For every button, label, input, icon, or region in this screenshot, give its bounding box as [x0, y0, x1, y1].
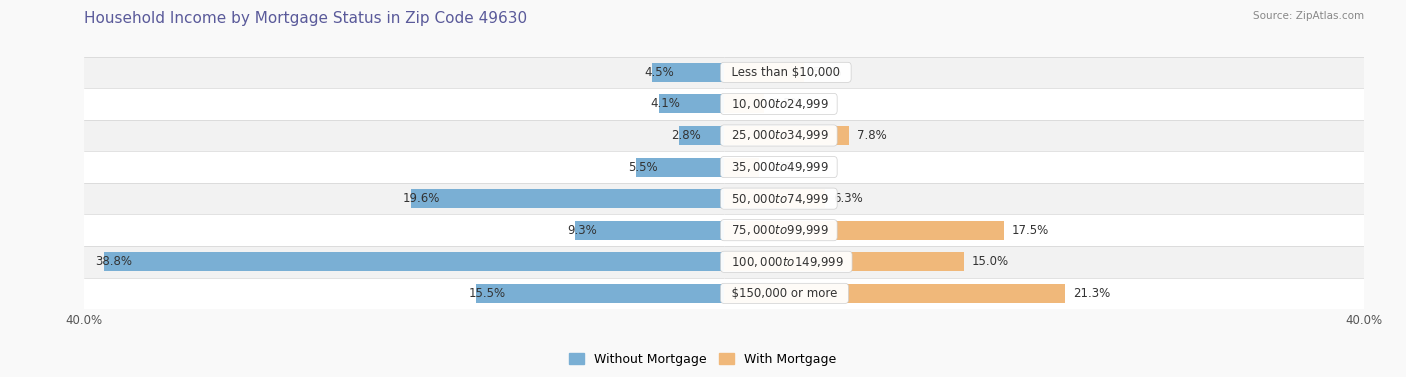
- Text: $25,000 to $34,999: $25,000 to $34,999: [724, 129, 834, 143]
- Bar: [724, 126, 849, 145]
- Text: Less than $10,000: Less than $10,000: [724, 66, 848, 79]
- Bar: [724, 158, 759, 176]
- Bar: [724, 57, 1364, 88]
- Bar: [575, 221, 724, 240]
- Bar: [724, 246, 1364, 277]
- Bar: [724, 189, 825, 208]
- Bar: [84, 88, 724, 120]
- Text: 9.3%: 9.3%: [568, 224, 598, 237]
- Bar: [724, 95, 763, 113]
- Bar: [84, 246, 724, 277]
- Text: 19.6%: 19.6%: [402, 192, 440, 205]
- Bar: [679, 126, 724, 145]
- Text: $50,000 to $74,999: $50,000 to $74,999: [724, 192, 834, 205]
- Text: 15.0%: 15.0%: [972, 255, 1010, 268]
- Bar: [724, 63, 804, 82]
- Bar: [724, 221, 1004, 240]
- Bar: [658, 95, 724, 113]
- Bar: [724, 151, 1364, 183]
- Bar: [84, 57, 724, 88]
- Bar: [724, 252, 965, 271]
- Text: 4.1%: 4.1%: [651, 97, 681, 110]
- Bar: [724, 120, 1364, 151]
- Text: Household Income by Mortgage Status in Zip Code 49630: Household Income by Mortgage Status in Z…: [84, 11, 527, 26]
- Text: 5.0%: 5.0%: [813, 66, 842, 79]
- Text: 15.5%: 15.5%: [468, 287, 505, 300]
- Bar: [104, 252, 724, 271]
- Text: $150,000 or more: $150,000 or more: [724, 287, 845, 300]
- Bar: [84, 151, 724, 183]
- Text: $10,000 to $24,999: $10,000 to $24,999: [724, 97, 834, 111]
- Bar: [724, 88, 1364, 120]
- Bar: [636, 158, 724, 176]
- Bar: [724, 277, 1364, 309]
- Bar: [724, 183, 1364, 215]
- Text: 4.5%: 4.5%: [644, 66, 673, 79]
- Bar: [411, 189, 724, 208]
- Bar: [84, 183, 724, 215]
- Bar: [84, 215, 724, 246]
- Text: 6.3%: 6.3%: [832, 192, 863, 205]
- Text: 17.5%: 17.5%: [1012, 224, 1049, 237]
- Text: 21.3%: 21.3%: [1073, 287, 1109, 300]
- Text: 2.5%: 2.5%: [772, 97, 801, 110]
- Bar: [84, 277, 724, 309]
- Bar: [477, 284, 724, 303]
- Text: 7.8%: 7.8%: [856, 129, 887, 142]
- Text: 5.5%: 5.5%: [628, 161, 658, 173]
- Bar: [652, 63, 724, 82]
- Text: Source: ZipAtlas.com: Source: ZipAtlas.com: [1253, 11, 1364, 21]
- Legend: Without Mortgage, With Mortgage: Without Mortgage, With Mortgage: [564, 348, 842, 371]
- Bar: [84, 120, 724, 151]
- Text: $35,000 to $49,999: $35,000 to $49,999: [724, 160, 834, 174]
- Text: 2.8%: 2.8%: [671, 129, 702, 142]
- Bar: [724, 284, 1064, 303]
- Text: $75,000 to $99,999: $75,000 to $99,999: [724, 223, 834, 237]
- Text: $100,000 to $149,999: $100,000 to $149,999: [724, 255, 849, 269]
- Text: 38.8%: 38.8%: [96, 255, 132, 268]
- Text: 2.2%: 2.2%: [768, 161, 797, 173]
- Bar: [724, 215, 1364, 246]
